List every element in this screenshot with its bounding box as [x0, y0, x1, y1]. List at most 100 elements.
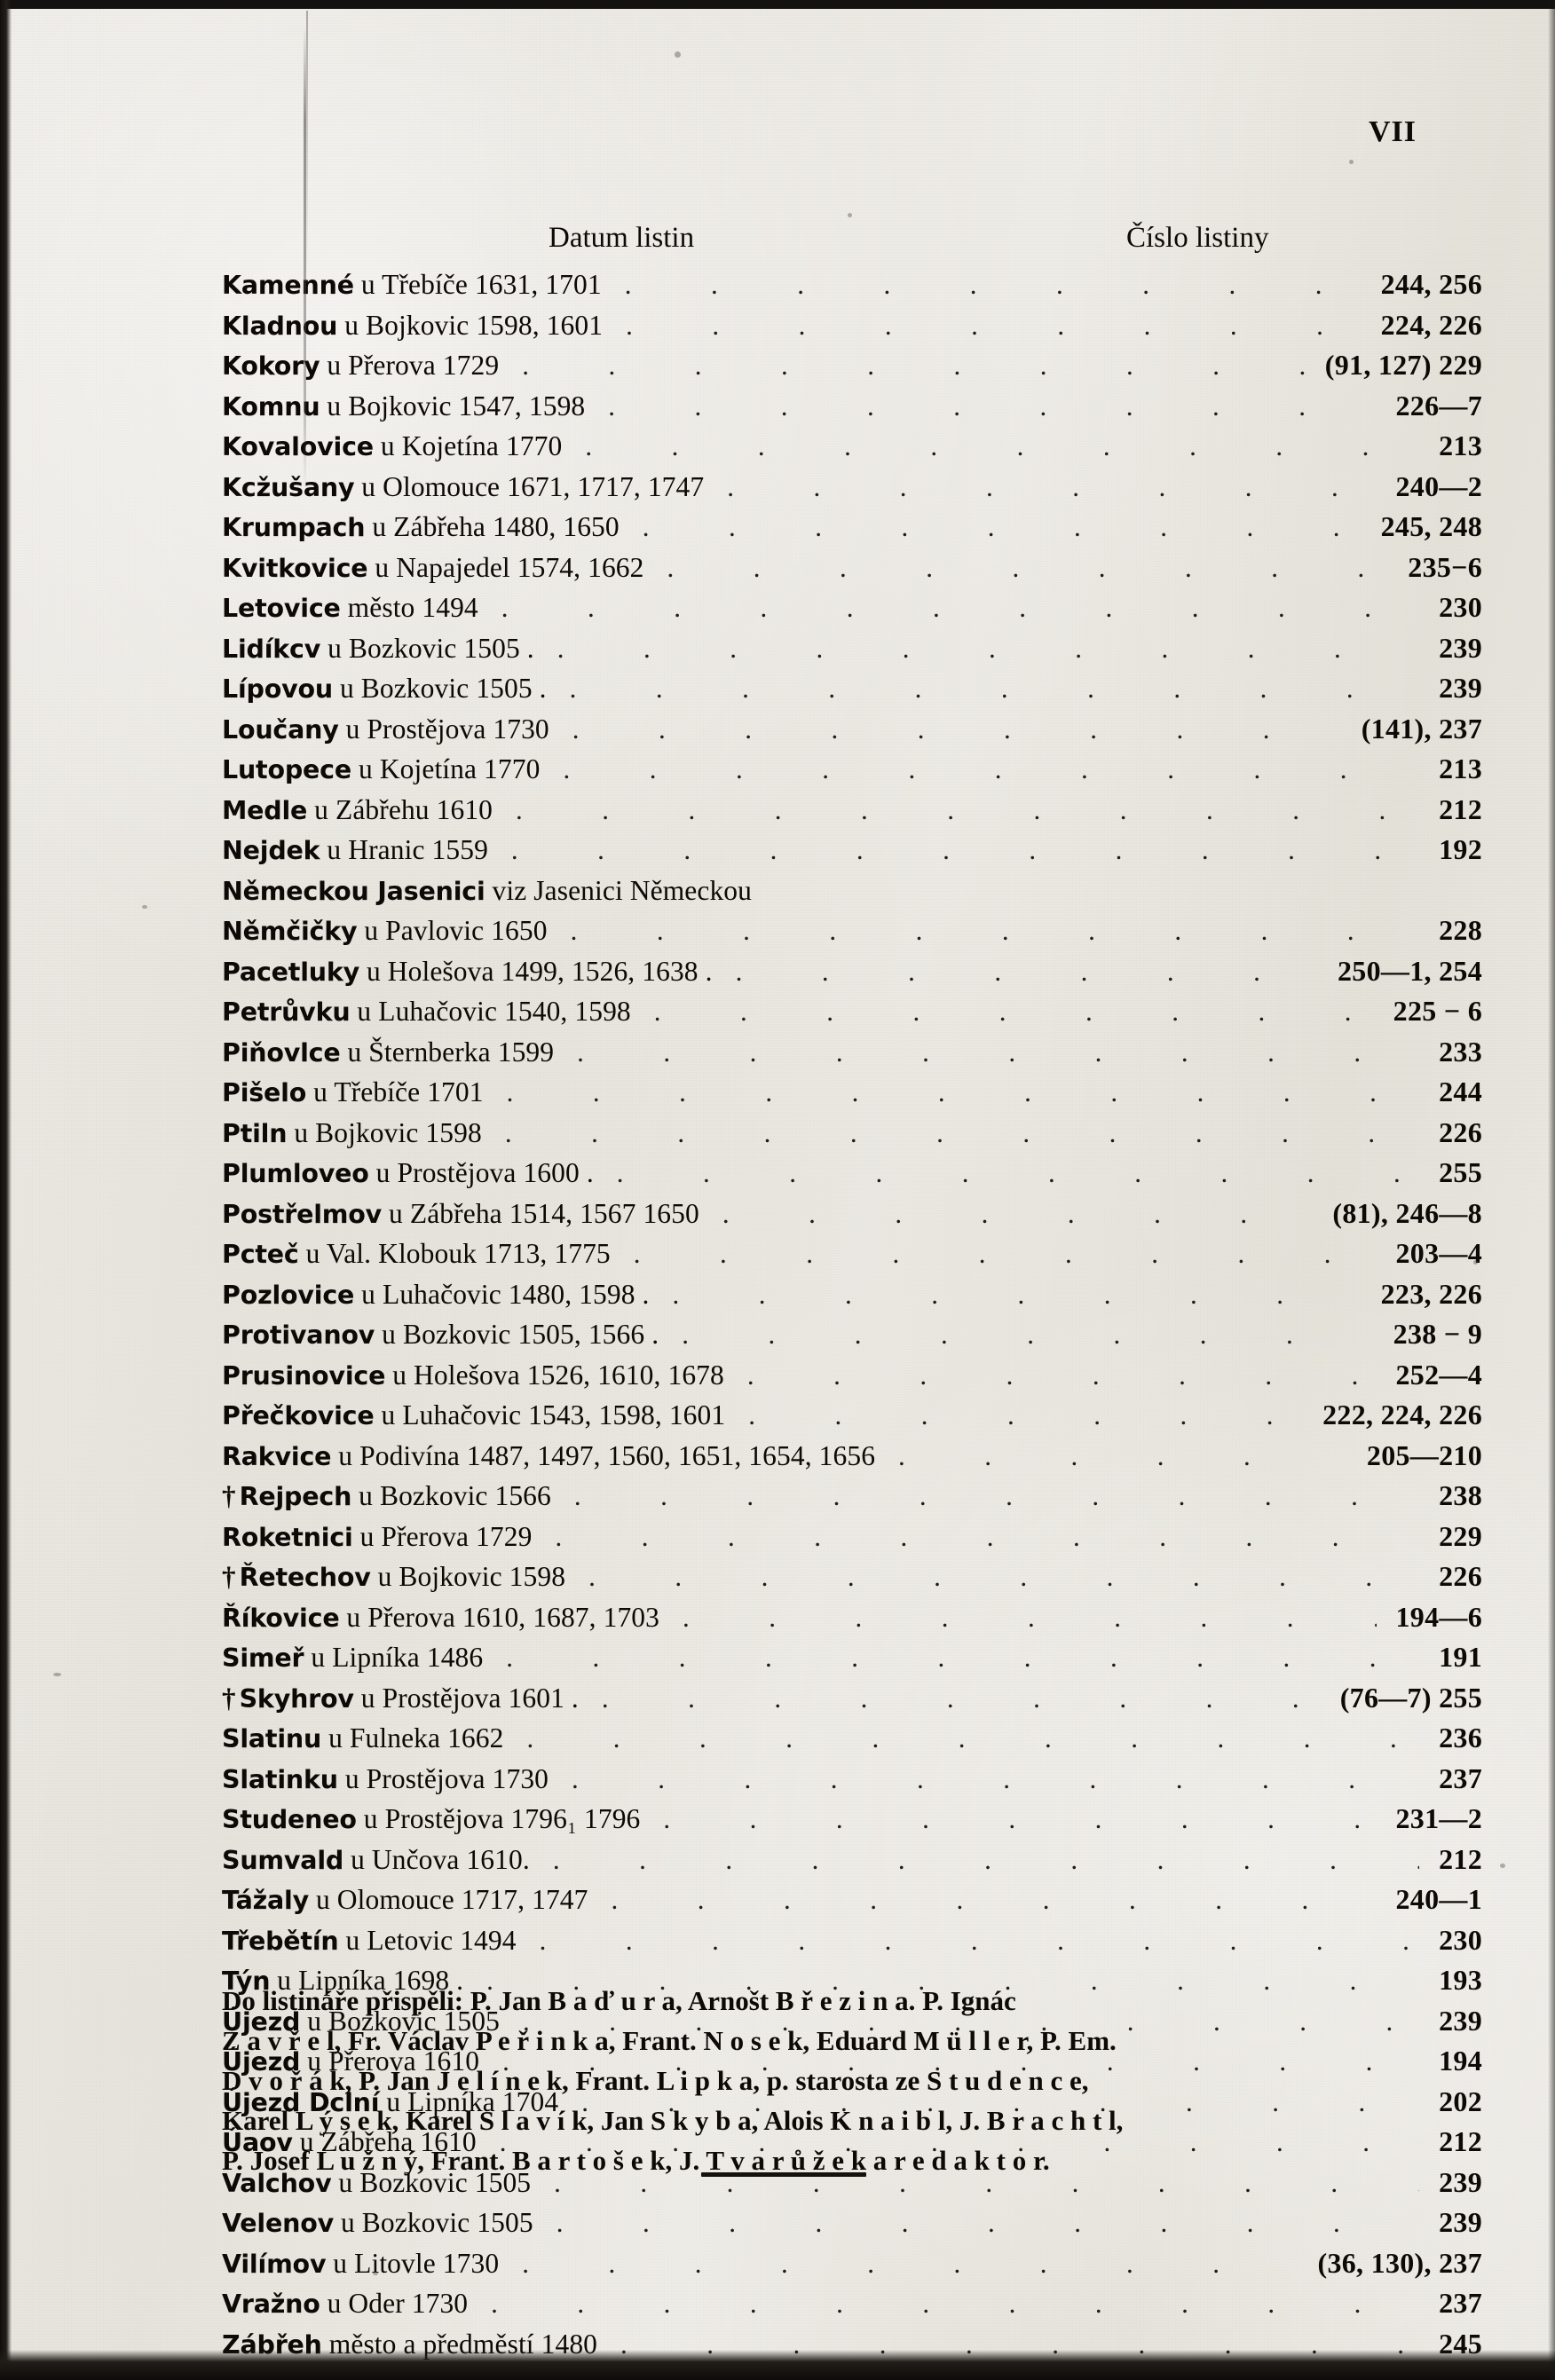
index-entry-row: Pozlovice u Luhačovic 1480, 1598 . 223, 2… — [222, 1274, 1482, 1315]
entry-text: Tážaly u Olomouce 1717, 1747 — [222, 1880, 588, 1921]
entry-place-name: Lidíkcv — [222, 634, 321, 664]
dot-leaders: . . . . . . . . . — [682, 1319, 1373, 1350]
index-entry-row: Němčičky u Pavlovic 1650 228 . . . . . . .… — [222, 910, 1482, 951]
entry-text: Kvitkovice u Napajedel 1574, 1662 — [222, 548, 644, 589]
index-entry-row: Kcžušany u Olomouce 1671, 1717, 1747 240—… — [222, 467, 1482, 508]
index-entry-row: Lípovou u Bozkovic 1505 . 239 . . . . . . … — [222, 668, 1482, 709]
entry-detail: u Olomouce 1671, 1717, 1747 — [354, 470, 705, 502]
index-entry-row: Roketnici u Přerova 1729 229 . . . . . . .… — [222, 1517, 1482, 1557]
index-entry-row: Vilímov u Litovle 1730 (36, 130), 237 . . … — [222, 2243, 1482, 2284]
entry-place-name: Skyhrov — [239, 1683, 354, 1714]
entry-detail: u Holešova 1526, 1610, 1678 — [385, 1359, 724, 1391]
entry-charter-number: 239 — [1439, 2206, 1482, 2238]
dot-leaders: . . . . . . . . — [746, 1359, 1377, 1391]
index-entry-row: Velenov u Bozkovic 1505 239 . . . . . . . … — [222, 2203, 1482, 2243]
entry-text: Letovice město 1494 — [222, 587, 478, 629]
entry-charter-number: (141), 237 — [1361, 712, 1482, 745]
entry-detail: u Přerova 1729 — [320, 350, 500, 381]
column-header-date: Datum listin — [549, 222, 695, 254]
entry-detail: u Zábřeha 1514, 1567 1650 — [382, 1197, 699, 1229]
entry-detail: u Bozkovic 1505 . — [320, 632, 534, 664]
dot-leaders: . . . . . . . . . . . — [563, 753, 1420, 784]
entry-charter-number: 222, 224, 226 — [1322, 1399, 1482, 1430]
entry-charter-number: 239 — [1439, 631, 1482, 664]
dot-leaders: . . . . . . . . . . . — [573, 1480, 1419, 1511]
entry-detail: u Bojkovic 1547, 1598 — [320, 390, 586, 422]
entry-place-name: Petrůvku — [222, 997, 351, 1027]
entry-text: Simeř u Lipníka 1486 — [222, 1637, 483, 1679]
entry-detail: u Luhačovic 1480, 1598 . — [354, 1278, 650, 1310]
entry-text: Říkovice u Přerova 1610, 1687, 1703 — [222, 1597, 659, 1639]
entry-charter-number: 191 — [1439, 1641, 1482, 1673]
entry-place-name: Pcteč — [222, 1240, 299, 1269]
entry-detail: u Zábřeha 1480, 1650 — [365, 511, 620, 542]
entry-text: Medle u Zábřehu 1610 — [222, 790, 493, 831]
entry-charter-number: 252—4 — [1395, 1358, 1482, 1391]
entry-text: † Řetechov u Bojkovic 1598 — [222, 1556, 565, 1598]
entry-detail: u Podivína 1487, 1497, 1560, 1651, 1654,… — [331, 1439, 876, 1471]
entry-detail: u Lipníka 1486 — [304, 1642, 484, 1673]
entry-charter-number: (36, 130), 237 — [1317, 2246, 1482, 2279]
entry-detail: u Prostějova 1730 — [338, 713, 549, 745]
entry-place-name: Simeř — [222, 1643, 304, 1673]
dot-leaders: . . . . . . . . . . . — [554, 2166, 1420, 2198]
entry-text: Zábřeh město a předměstí 1480 — [222, 2324, 597, 2366]
closing-paragraph: Do listináře přispěli: P. Jan B a ď u r … — [222, 1981, 1482, 2180]
column-headers: Datum listin Číslo listiny — [222, 222, 1464, 257]
index-entry-row: Újezd u Přerova 1610 194 . . . . . . . . .… — [222, 2041, 1482, 2082]
dot-leaders: . . . . . . . . . . . — [577, 1036, 1419, 1068]
entry-detail: u Přerova 1610, 1687, 1703 — [339, 1601, 659, 1633]
dot-leaders: . . . . . . . . . . . . — [502, 2045, 1419, 2077]
entry-charter-number: 250—1, 254 — [1338, 954, 1482, 987]
entry-charter-number: 194 — [1439, 2045, 1482, 2077]
entry-text: Úaov u Zábřeha 1610 — [222, 2122, 477, 2163]
index-entry-row: Nejdek u Hranic 1559 192 . . . . . . . . .… — [222, 830, 1482, 871]
entry-text: Kamenné u Třebíče 1631, 1701 — [222, 264, 602, 306]
dot-leaders: . . . . . . . . . . — [581, 2085, 1420, 2117]
index-entry-row: Protivanov u Bozkovic 1505, 1566 . 238 − … — [222, 1314, 1482, 1355]
entry-detail: u Přerova 1610 — [300, 2045, 480, 2077]
entry-text: Kokory u Přerova 1729 — [222, 345, 499, 387]
entry-text: Třebětín u Letovic 1494 — [222, 1920, 517, 1962]
index-entry-row: Simeř u Lipníka 1486 191 . . . . . . . . .… — [222, 1637, 1482, 1678]
entry-charter-number: 230 — [1439, 1923, 1482, 1956]
index-entry-row: Krumpach u Zábřeha 1480, 1650 245, 248 . .… — [222, 507, 1482, 548]
closing-line: D v o ř á k, P. Jan J e l í n e k, Frant… — [222, 2065, 1089, 2096]
entry-detail: u Hranic 1559 — [320, 834, 488, 865]
entry-place-name: Německou Jasenici — [222, 876, 485, 906]
index-entry-row: Újezd u Bozkovic 1505 239 . . . . . . . . … — [222, 2001, 1482, 2042]
index-entry-row: Pacetluky u Holešova 1499, 1526, 1638 . 2… — [222, 951, 1482, 992]
dot-leaders: . . . . . . . . . . . — [526, 1722, 1420, 1753]
entry-place-name: Kovalovice — [222, 432, 374, 461]
entry-place-name: Velenov — [222, 2209, 334, 2238]
entry-detail: u Olomouce 1717, 1747 — [308, 1884, 588, 1915]
entry-text: Prusinovice u Holešova 1526, 1610, 1678 — [222, 1355, 724, 1397]
entry-text: Újezd u Přerova 1610 — [222, 2041, 479, 2083]
entry-place-name: Sumvald — [222, 1845, 344, 1875]
entry-place-name: Komnu — [222, 391, 320, 422]
entry-charter-number: (81), 246—8 — [1332, 1196, 1482, 1229]
dot-leaders: . . . . . . . . . . . — [522, 2005, 1420, 2037]
entry-text: Týn u Lipníka 1698 . — [222, 1960, 463, 2002]
entry-charter-number: 225 − 6 — [1393, 995, 1482, 1027]
dot-leaders: . . . . . . . . . . — [572, 713, 1342, 745]
entry-detail: u Luhačovic 1543, 1598, 1601 — [374, 1399, 726, 1430]
entry-detail: u Kojetína 1770 — [373, 430, 563, 461]
entry-place-name: Vražno — [222, 2289, 320, 2319]
entry-charter-number: 233 — [1439, 1035, 1482, 1068]
entry-text: Slatinu u Fulneka 1662 — [222, 1718, 503, 1760]
entry-text: † Skyhrov u Prostějova 1601 . — [222, 1678, 579, 1720]
index-entry-row: Prusinovice u Holešova 1526, 1610, 1678 2… — [222, 1355, 1482, 1396]
index-entry-row: Lutopece u Kojetína 1770 213 . . . . . . .… — [222, 749, 1482, 790]
entry-charter-number: 237 — [1439, 2287, 1482, 2319]
entry-charter-number: 237 — [1439, 1761, 1482, 1794]
dot-leaders: . . . . . . . . — [727, 470, 1377, 502]
entry-text: Němčičky u Pavlovic 1650 — [222, 910, 548, 952]
closing-line: P. Josef L u ž n ý, Frant. B a r t o š e… — [222, 2145, 1050, 2176]
entry-place-name: Řetechov — [239, 1563, 371, 1592]
index-entry-row: † Rejpech u Bozkovic 1566 238 . . . . . . .… — [222, 1476, 1482, 1517]
dot-leaders: . . . — [1016, 2364, 1290, 2380]
entry-detail: město a předměstí 1480 — [321, 2328, 598, 2360]
